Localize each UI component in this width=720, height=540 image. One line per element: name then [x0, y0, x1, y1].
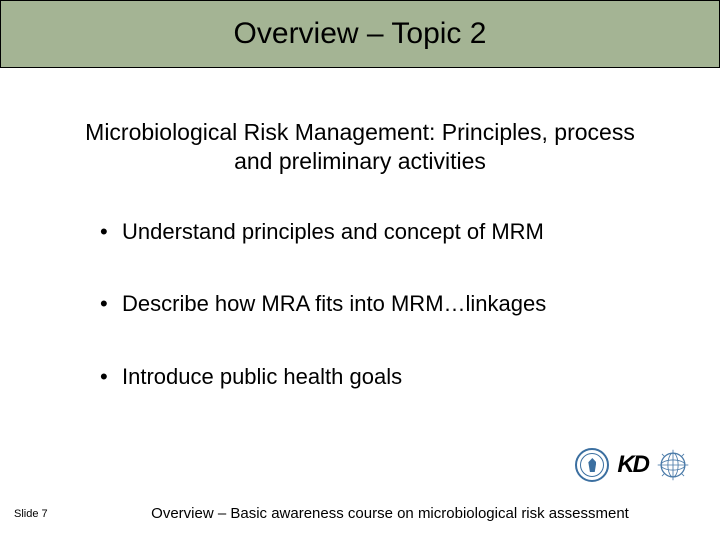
slide-number: Slide 7	[0, 508, 120, 520]
bullet-list: Understand principles and concept of MRM…	[70, 218, 650, 392]
content-area: Microbiological Risk Management: Princip…	[0, 68, 720, 391]
slide-title: Overview – Topic 2	[234, 17, 487, 51]
footer: Slide 7 Overview – Basic awareness cours…	[0, 505, 720, 522]
kd-logo-icon: KD	[617, 451, 648, 479]
fao-logo-icon	[575, 448, 609, 482]
bullet-item: Introduce public health goals	[100, 363, 650, 392]
footer-text: Overview – Basic awareness course on mic…	[120, 505, 720, 522]
title-bar: Overview – Topic 2	[0, 0, 720, 68]
bullet-item: Understand principles and concept of MRM	[100, 218, 650, 247]
slide-subtitle: Microbiological Risk Management: Princip…	[70, 118, 650, 176]
who-logo-icon	[656, 448, 690, 482]
logo-row: KD	[575, 448, 690, 482]
bullet-item: Describe how MRA fits into MRM…linkages	[100, 290, 650, 319]
